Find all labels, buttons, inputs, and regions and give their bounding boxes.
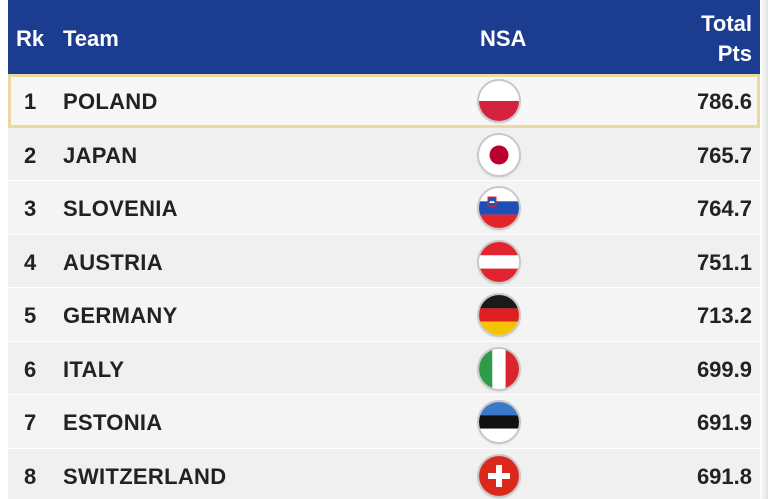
total-points-column-header[interactable]: Total Pts [701, 9, 752, 69]
row-team: SWITZERLAND [63, 464, 226, 490]
italy-flag-icon [479, 349, 519, 389]
row-rank: 7 [24, 410, 36, 436]
table-row[interactable]: 2 JAPAN 765.7 [8, 128, 760, 182]
row-rank: 2 [24, 143, 36, 169]
row-team: SLOVENIA [63, 196, 178, 222]
slovenia-flag-icon [479, 188, 519, 228]
row-points: 786.6 [697, 89, 752, 115]
standings-screen: Rk Team NSA Total Pts 1 POLAND 786.6 [0, 0, 768, 499]
nsa-column-header[interactable]: NSA [480, 26, 526, 52]
table-row[interactable]: 7 ESTONIA 691.9 [8, 395, 760, 449]
row-rank: 1 [24, 89, 36, 115]
row-points: 751.1 [697, 250, 752, 276]
row-points: 765.7 [697, 143, 752, 169]
row-rank: 3 [24, 196, 36, 222]
row-points: 713.2 [697, 303, 752, 329]
row-team: GERMANY [63, 303, 178, 329]
team-standings-table: Rk Team NSA Total Pts 1 POLAND 786.6 [8, 0, 760, 499]
table-header: Rk Team NSA Total Pts [8, 0, 760, 74]
team-column-header[interactable]: Team [63, 26, 119, 52]
row-rank: 4 [24, 250, 36, 276]
row-team: ITALY [63, 357, 124, 383]
table-row[interactable]: 8 SWITZERLAND 691.8 [8, 449, 760, 499]
switzerland-flag-icon [479, 456, 519, 496]
row-points: 699.9 [697, 357, 752, 383]
germany-flag-icon [479, 295, 519, 335]
table-row[interactable]: 1 POLAND 786.6 [8, 74, 760, 128]
row-points: 691.8 [697, 464, 752, 490]
table-row[interactable]: 6 ITALY 699.9 [8, 342, 760, 396]
row-rank: 8 [24, 464, 36, 490]
table-row[interactable]: 3 SLOVENIA 764.7 [8, 181, 760, 235]
estonia-flag-icon [479, 402, 519, 442]
row-points: 764.7 [697, 196, 752, 222]
poland-flag-icon [479, 81, 519, 121]
table-row[interactable]: 5 GERMANY 713.2 [8, 288, 760, 342]
scroll-edge-shadow [760, 0, 768, 499]
table-body: 1 POLAND 786.6 2 JAPAN [8, 74, 760, 499]
row-rank: 6 [24, 357, 36, 383]
japan-flag-icon [479, 135, 519, 175]
row-team: POLAND [63, 89, 158, 115]
austria-flag-icon [479, 242, 519, 282]
row-team: ESTONIA [63, 410, 163, 436]
table-row[interactable]: 4 AUSTRIA 751.1 [8, 235, 760, 289]
rank-column-header[interactable]: Rk [16, 26, 44, 52]
row-rank: 5 [24, 303, 36, 329]
total-points-header-line2: Pts [701, 39, 752, 69]
row-team: JAPAN [63, 143, 137, 169]
total-points-header-line1: Total [701, 9, 752, 39]
row-points: 691.9 [697, 410, 752, 436]
row-team: AUSTRIA [63, 250, 163, 276]
